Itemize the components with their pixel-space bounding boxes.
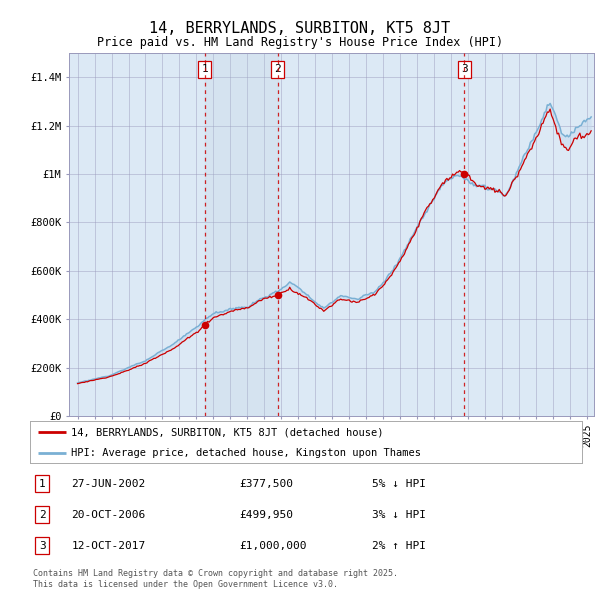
Bar [205, 53, 278, 416]
Text: 5% ↓ HPI: 5% ↓ HPI [372, 478, 426, 489]
Text: 1: 1 [39, 478, 46, 489]
Text: HPI: Average price, detached house, Kingston upon Thames: HPI: Average price, detached house, King… [71, 448, 421, 457]
Text: 3: 3 [39, 541, 46, 551]
Text: 2: 2 [275, 64, 281, 74]
Text: 3: 3 [461, 64, 468, 74]
Text: £1,000,000: £1,000,000 [240, 541, 307, 551]
Text: 27-JUN-2002: 27-JUN-2002 [71, 478, 146, 489]
Text: 2% ↑ HPI: 2% ↑ HPI [372, 541, 426, 551]
Text: 12-OCT-2017: 12-OCT-2017 [71, 541, 146, 551]
Text: 3% ↓ HPI: 3% ↓ HPI [372, 510, 426, 520]
Text: 1: 1 [201, 64, 208, 74]
Text: 2: 2 [39, 510, 46, 520]
Text: £499,950: £499,950 [240, 510, 294, 520]
Text: 14, BERRYLANDS, SURBITON, KT5 8JT (detached house): 14, BERRYLANDS, SURBITON, KT5 8JT (detac… [71, 427, 384, 437]
Text: £377,500: £377,500 [240, 478, 294, 489]
Text: 14, BERRYLANDS, SURBITON, KT5 8JT: 14, BERRYLANDS, SURBITON, KT5 8JT [149, 21, 451, 36]
Text: 20-OCT-2006: 20-OCT-2006 [71, 510, 146, 520]
Text: Price paid vs. HM Land Registry's House Price Index (HPI): Price paid vs. HM Land Registry's House … [97, 36, 503, 49]
Text: Contains HM Land Registry data © Crown copyright and database right 2025.: Contains HM Land Registry data © Crown c… [33, 569, 398, 578]
Text: This data is licensed under the Open Government Licence v3.0.: This data is licensed under the Open Gov… [33, 579, 338, 589]
